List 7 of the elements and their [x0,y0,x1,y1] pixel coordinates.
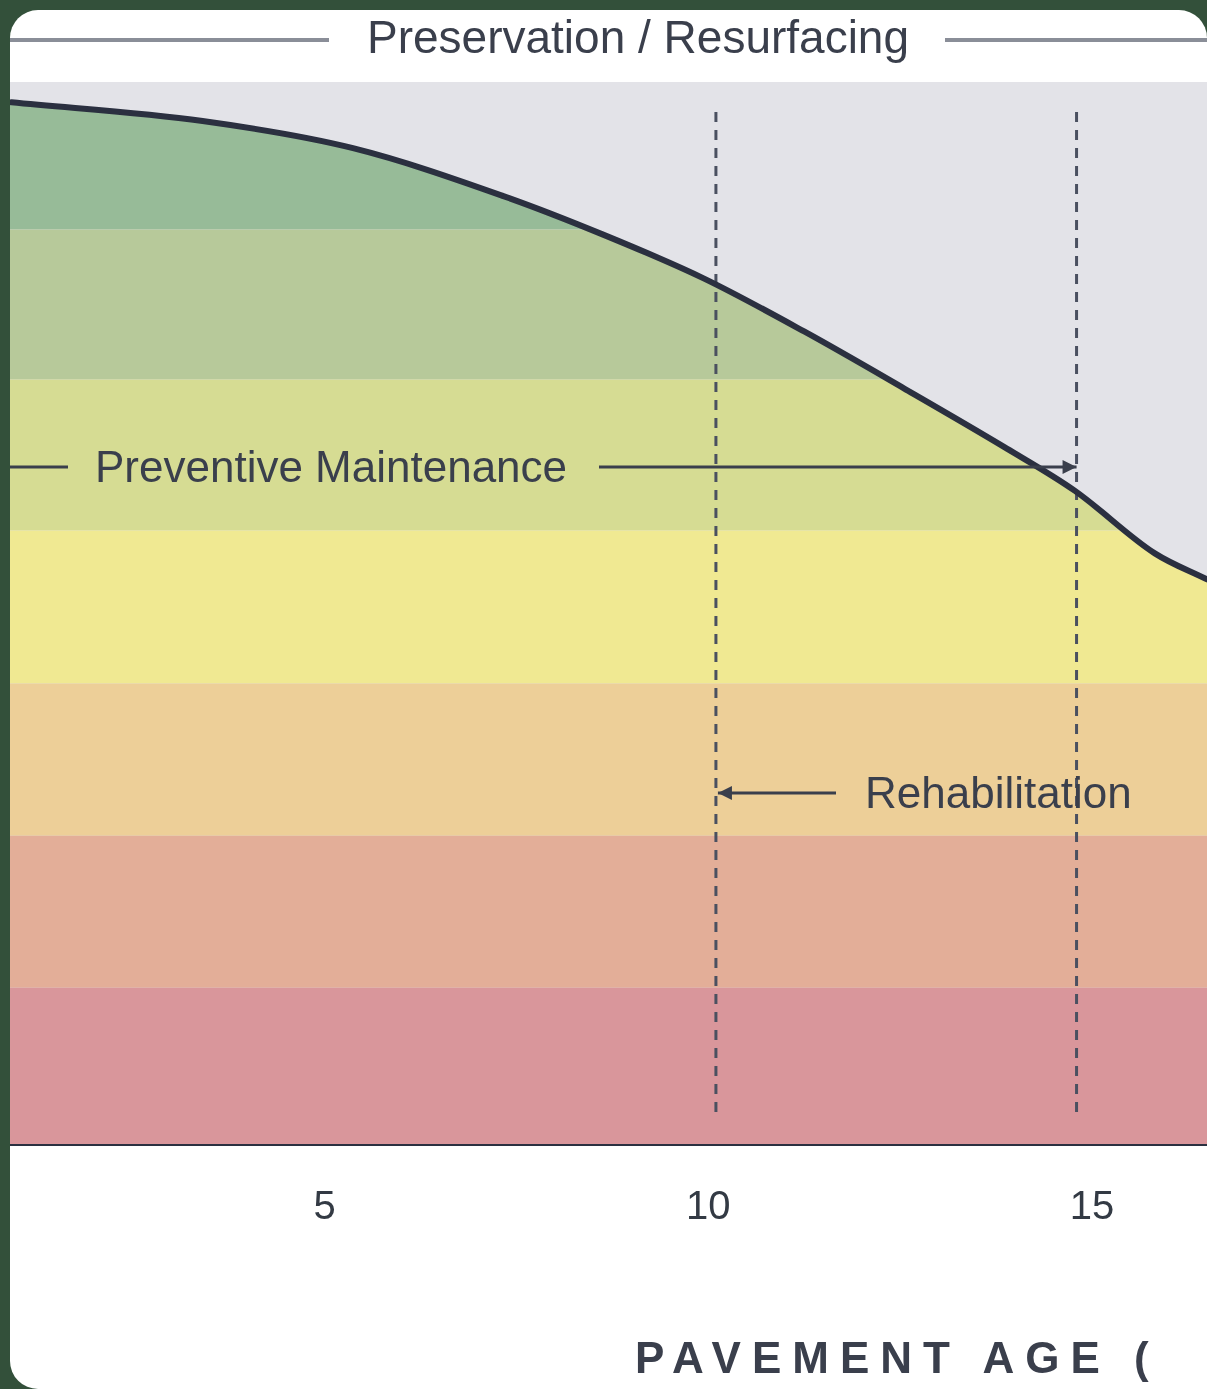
x-tick-label: 10 [686,1183,731,1228]
chart-title: Preservation / Resurfacing [367,11,910,63]
annotation: Rehabilitation [865,768,1132,817]
x-axis-title: PAVEMENT AGE ( [635,1333,1160,1382]
annotation: Preventive Maintenance [95,442,568,491]
x-tick-label: 5 [313,1183,336,1228]
x-tick-label: 15 [1069,1183,1115,1228]
